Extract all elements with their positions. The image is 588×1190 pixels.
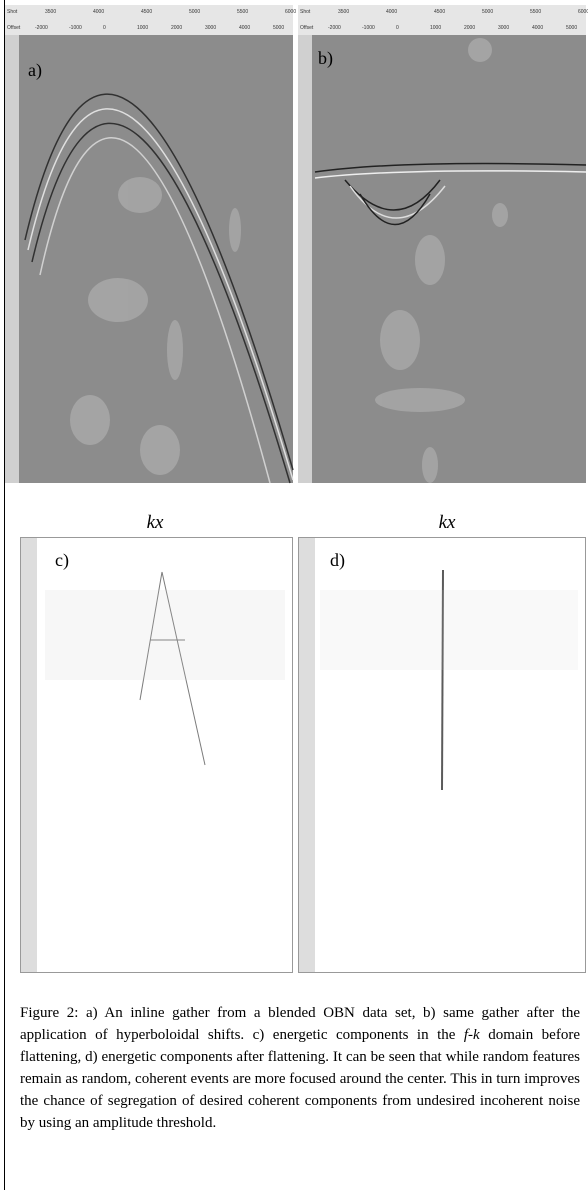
time-ruler (298, 35, 312, 483)
panel-c (21, 538, 293, 973)
shot-tick: 3500 (338, 9, 349, 15)
offset-tick: -1000 (362, 25, 375, 31)
offset-tick: -2000 (35, 25, 48, 31)
shot-tick: 5000 (189, 9, 200, 15)
shot-tick: 4500 (141, 9, 152, 15)
shot-tick: 5500 (237, 9, 248, 15)
frequency-ruler (299, 538, 315, 972)
offset-tick: 4000 (532, 25, 543, 31)
header-title: Shot (7, 9, 18, 15)
offset-tick: 5000 (566, 25, 577, 31)
header-title: Offset (7, 25, 21, 31)
offset-tick: 5000 (273, 25, 284, 31)
panel-label: d) (330, 550, 345, 571)
page: a) b) c) d) kx kx Shot Offset 3500 4000 4500… (0, 0, 588, 1190)
offset-tick: 3000 (498, 25, 509, 31)
offset-tick: 0 (103, 25, 106, 31)
offset-tick: -1000 (69, 25, 82, 31)
axis-title: kx (147, 512, 164, 533)
panel-label: b) (318, 48, 333, 69)
shot-tick: 5500 (530, 9, 541, 15)
shot-tick: 4000 (93, 9, 104, 15)
scatter-noise (45, 590, 285, 680)
frequency-ruler (21, 538, 37, 972)
shot-tick: 5000 (482, 9, 493, 15)
panel-label: a) (28, 60, 42, 81)
caption-italic: f-k (464, 1027, 480, 1043)
header-title: Offset (300, 25, 314, 31)
time-ruler (5, 35, 19, 483)
offset-tick: 3000 (205, 25, 216, 31)
seismic-image (5, 35, 293, 483)
offset-tick: 4000 (239, 25, 250, 31)
offset-tick: 2000 (171, 25, 182, 31)
scatter-noise (320, 590, 578, 670)
caption: Figure 2: a) An inline gather from a ble… (20, 1002, 580, 1134)
panel-label: c) (55, 550, 69, 571)
offset-tick: 1000 (137, 25, 148, 31)
header-title: Shot (300, 9, 311, 15)
offset-tick: 0 (396, 25, 399, 31)
shot-tick: 4500 (434, 9, 445, 15)
panel-a (5, 5, 293, 483)
shot-tick: 4000 (386, 9, 397, 15)
axis-title: kx (439, 512, 456, 533)
panel-b (298, 5, 586, 483)
shot-tick: 6000 (578, 9, 588, 15)
offset-tick: -2000 (328, 25, 341, 31)
shot-tick: 6000 (285, 9, 296, 15)
offset-tick: 2000 (464, 25, 475, 31)
panel-d (299, 538, 586, 973)
shot-tick: 3500 (45, 9, 56, 15)
offset-tick: 1000 (430, 25, 441, 31)
